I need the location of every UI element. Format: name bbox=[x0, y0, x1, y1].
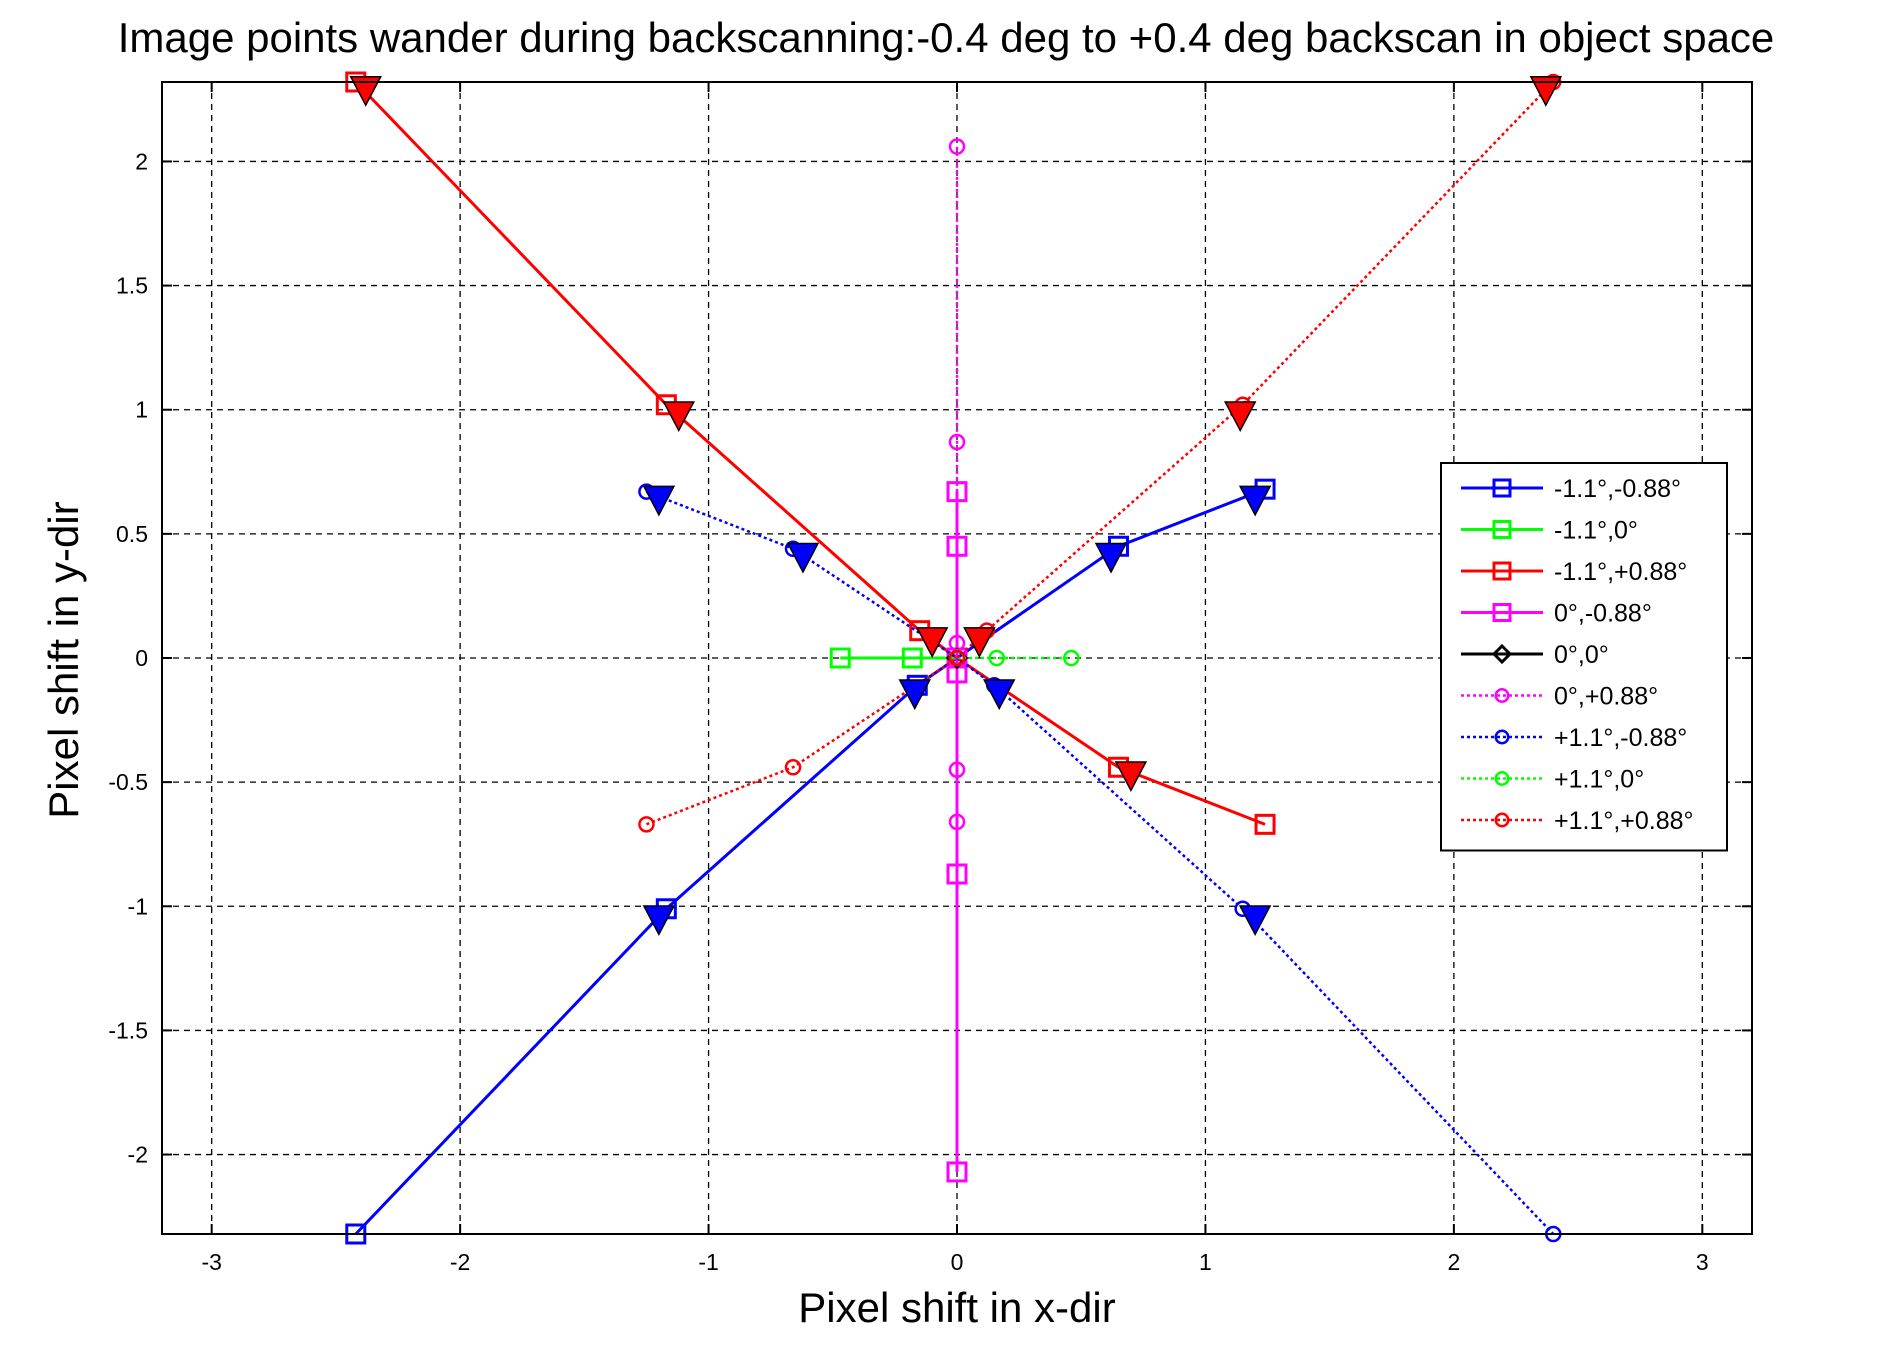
x-axis-label: Pixel shift in x-dir bbox=[798, 1284, 1115, 1331]
triangle-marker bbox=[915, 627, 949, 658]
data-point bbox=[1494, 729, 1510, 745]
legend-entry: -1.1°,-0.88° bbox=[1554, 475, 1681, 503]
data-point bbox=[1494, 688, 1510, 703]
data-point bbox=[988, 649, 1006, 667]
data-point bbox=[948, 138, 966, 155]
x-tick-label: 0 bbox=[951, 1249, 964, 1275]
data-point bbox=[948, 433, 966, 451]
y-tick-label: -2 bbox=[128, 1142, 148, 1168]
x-tick-label: 3 bbox=[1696, 1249, 1709, 1275]
chart-title: Image points wander during backscanning:… bbox=[118, 14, 1775, 61]
data-point bbox=[946, 1161, 968, 1183]
triangle-marker bbox=[963, 627, 996, 658]
data-point bbox=[1492, 520, 1512, 539]
data-point bbox=[1494, 771, 1510, 786]
axis-ticks: -3 -2 -1 0 1 2 3 -2 -1.5 -1 -0.5 0 0.5 1 1.5 2 bbox=[108, 82, 1752, 1275]
y-tick-label: 1 bbox=[135, 397, 148, 423]
x-tick-label: 2 bbox=[1447, 1249, 1460, 1275]
y-tick-label: 0 bbox=[135, 645, 148, 671]
y-tick-label: 1.5 bbox=[116, 273, 148, 299]
triangle-marker bbox=[786, 542, 820, 574]
data-point bbox=[948, 649, 966, 667]
y-tick-label: 0.5 bbox=[116, 521, 148, 547]
y-axis-label: Pixel shift in y-dir bbox=[40, 501, 87, 818]
x-tick-label: -1 bbox=[698, 1249, 718, 1275]
legend-entry: +1.1°,+0.88° bbox=[1554, 807, 1694, 835]
data-point bbox=[1063, 649, 1080, 667]
triangle-marker bbox=[349, 75, 382, 107]
x-tick-label: 1 bbox=[1199, 1249, 1212, 1275]
triangle-marker bbox=[662, 401, 695, 433]
triangle-marker bbox=[642, 485, 676, 517]
data-point bbox=[948, 761, 966, 778]
y-tick-label: 2 bbox=[135, 148, 148, 174]
data-point bbox=[638, 816, 655, 833]
data-point bbox=[901, 647, 923, 669]
data-point bbox=[948, 813, 966, 831]
triangle-marker bbox=[642, 905, 676, 937]
data-point bbox=[829, 647, 851, 669]
legend-entry: 0°,+0.88° bbox=[1554, 683, 1658, 711]
x-tick-label: -2 bbox=[450, 1249, 470, 1275]
triangle-marker bbox=[1238, 485, 1272, 517]
triangle-marker bbox=[1238, 905, 1272, 937]
x-tick-label: -3 bbox=[201, 1249, 221, 1275]
legend-entry: +1.1°,-0.88° bbox=[1554, 724, 1687, 752]
triangle-marker bbox=[898, 679, 932, 711]
y-tick-label: -1.5 bbox=[108, 1017, 148, 1043]
legend: -1.1°,-0.88° -1.1°,0° -1.1°,+0.88° 0°,-0.88… bbox=[1440, 462, 1728, 852]
data-point bbox=[784, 758, 802, 776]
triangle-marker-layer bbox=[349, 75, 1563, 937]
data-point bbox=[1254, 813, 1276, 835]
legend-entry: 0°,0° bbox=[1554, 641, 1609, 669]
data-point bbox=[1492, 561, 1512, 581]
data-point bbox=[1491, 643, 1513, 665]
legend-entry: -1.1°,0° bbox=[1554, 517, 1638, 545]
y-tick-label: -0.5 bbox=[108, 769, 148, 795]
triangle-marker bbox=[1114, 761, 1148, 793]
series-line bbox=[645, 81, 1555, 826]
data-point bbox=[1494, 812, 1510, 828]
data-point bbox=[1492, 478, 1512, 498]
data-point bbox=[946, 863, 968, 885]
legend-entry: -1.1°,+0.88° bbox=[1554, 558, 1687, 586]
y-tick-label: -1 bbox=[128, 893, 148, 919]
data-point bbox=[946, 481, 968, 503]
legend-entry: +1.1°,0° bbox=[1554, 766, 1644, 794]
triangle-marker bbox=[1094, 542, 1128, 574]
legend-box bbox=[1440, 462, 1728, 852]
triangle-marker bbox=[1529, 75, 1563, 107]
data-point bbox=[1492, 603, 1512, 622]
triangle-marker bbox=[1223, 401, 1257, 433]
legend-entry: 0°,-0.88° bbox=[1554, 600, 1652, 628]
triangle-marker bbox=[982, 679, 1016, 711]
